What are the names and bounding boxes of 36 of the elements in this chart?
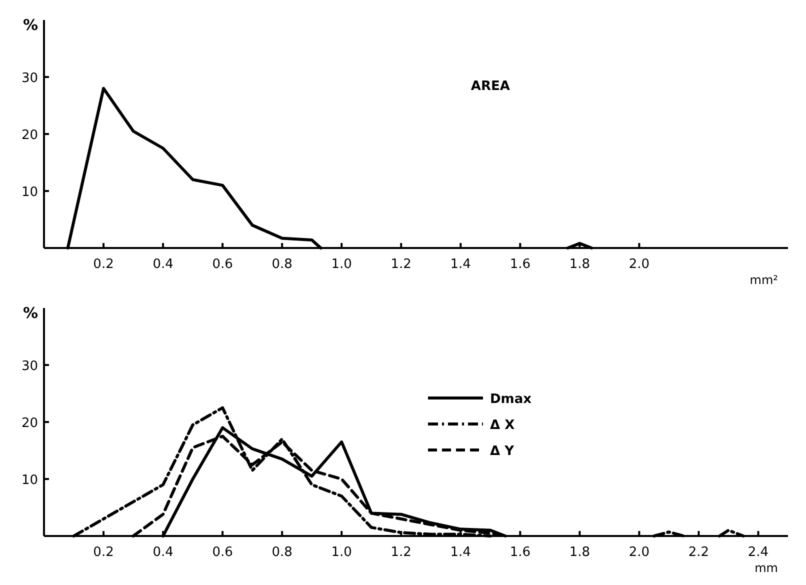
annotation: AREA [470,79,510,94]
y-tick-label: 20 [21,128,38,143]
x-tick-label: 0.6 [212,257,233,272]
x-tick-label: 0.8 [272,257,292,272]
x-tick-label: 1.8 [569,257,590,272]
x-axis-title: mm [754,561,778,575]
x-tick-label: 1.2 [390,257,412,272]
x-tick-label: 1.4 [450,545,471,560]
y-axis-title: % [22,16,38,34]
y-tick-label: 30 [21,359,38,374]
x-tick-label: 0.2 [93,545,114,560]
y-tick-label: 20 [21,416,38,431]
x-tick-label: 2.4 [748,545,769,560]
x-tick-label: 2.2 [688,545,710,560]
x-tick-label: 1.4 [450,257,471,272]
legend-label: Δ Y [490,444,515,459]
x-tick-label: 0.4 [152,257,174,272]
x-tick-label: 0.8 [272,545,292,560]
y-axis-title: % [22,304,38,322]
x-tick-label: 2.0 [628,257,650,272]
legend-label: Δ X [490,418,515,433]
y-tick-label: 10 [21,473,38,488]
x-tick-label: 1.6 [510,257,531,272]
y-tick-label: 10 [21,185,38,200]
x-tick-label: 2.0 [628,545,650,560]
legend-label: Dmax [490,392,532,407]
x-tick-label: 1.2 [390,545,412,560]
x-tick-label: 1.0 [331,257,352,272]
x-tick-label: 1.0 [331,545,352,560]
x-tick-label: 0.2 [93,257,114,272]
x-tick-label: 0.6 [212,545,233,560]
x-axis-title: mm² [750,273,778,287]
x-tick-label: 0.4 [152,545,174,560]
y-tick-label: 30 [21,71,38,86]
x-tick-label: 1.6 [510,545,531,560]
x-tick-label: 1.8 [569,545,590,560]
